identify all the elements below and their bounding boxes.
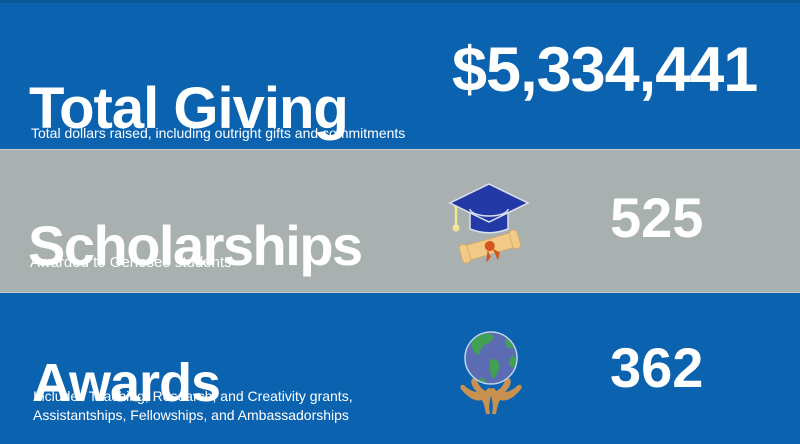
cap-board	[448, 183, 530, 223]
awards-title: Awards	[32, 353, 221, 414]
right-hand	[490, 378, 522, 414]
hands	[460, 378, 522, 414]
awards-subtitle-line-2: Assistantships, Fellowships, and Ambassa…	[33, 407, 349, 423]
awards-subtitle: Includes Teaching, Research, and Creativ…	[33, 387, 353, 425]
continent-north	[471, 333, 494, 355]
graduation-cap-and-diploma-icon	[444, 177, 534, 267]
ribbon-tail-left	[486, 249, 491, 263]
scholarships-title: Scholarships	[28, 213, 363, 277]
awards-value: 362	[610, 336, 704, 399]
awards-subtitle-line-1: Includes Teaching, Research, and Creativ…	[33, 388, 353, 404]
total-giving-subtitle: Total dollars raised, including outright…	[31, 125, 406, 141]
scholarships-subtitle: Awarded to Geneseo students	[30, 254, 232, 271]
ribbon-tail-right	[492, 248, 500, 261]
left-hand	[460, 378, 492, 414]
diploma-scroll	[458, 229, 521, 264]
globe-continents	[471, 333, 516, 383]
scroll-end-right	[508, 229, 521, 250]
total-giving-title: Total Giving	[29, 75, 349, 141]
section-awards: Awards Includes Teaching, Research, and …	[0, 293, 800, 444]
scroll-end-left	[458, 243, 471, 264]
continent-south	[489, 359, 500, 379]
globe-in-hands-icon	[446, 326, 536, 416]
globe-in-hands-svg	[460, 331, 522, 414]
graduation-cap-svg	[448, 183, 530, 264]
tassel-ball	[452, 224, 460, 232]
cap-rim	[469, 208, 509, 217]
scholarships-value: 525	[610, 186, 704, 249]
section-total-giving: Total Giving Total dollars raised, inclu…	[0, 0, 800, 149]
section-scholarships: Scholarships Awarded to Geneseo students	[0, 149, 800, 293]
ribbon-seal	[484, 241, 495, 252]
total-giving-value: $5,334,441	[452, 35, 758, 105]
